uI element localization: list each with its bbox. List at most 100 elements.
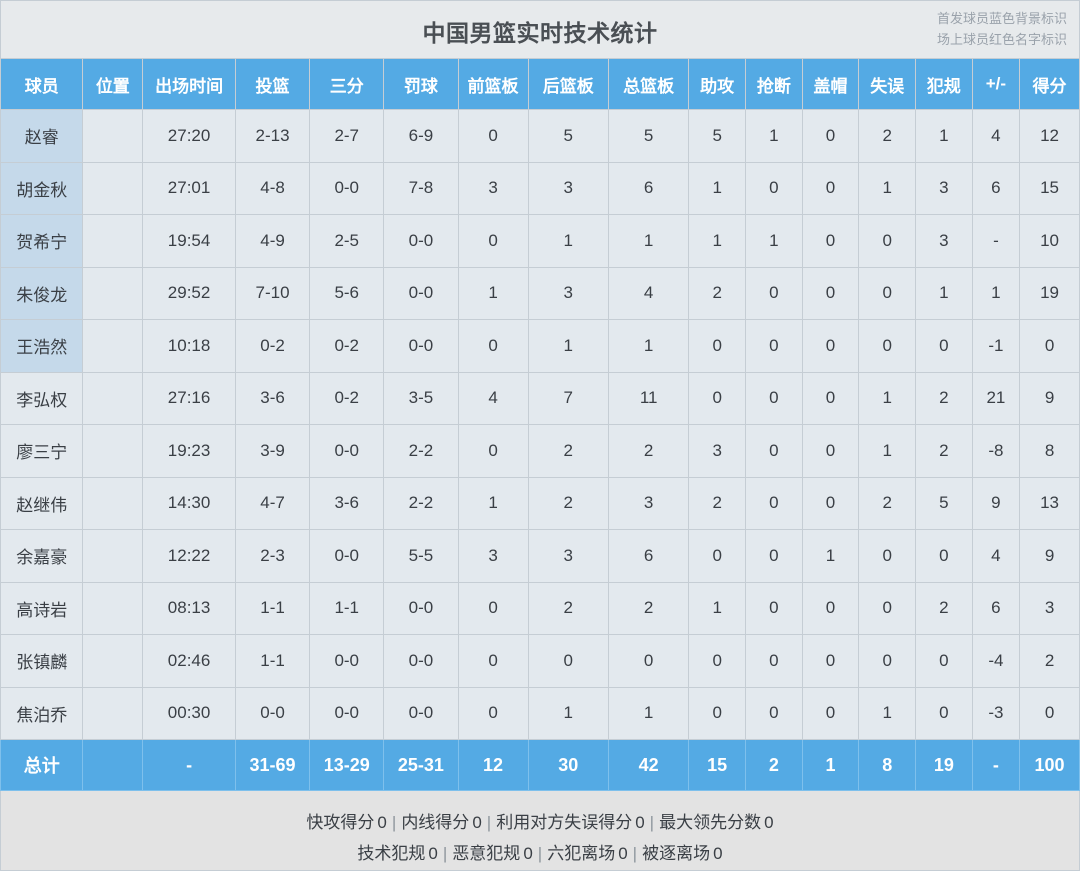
player-name-cell[interactable]: 焦泊乔 bbox=[0, 686, 84, 740]
cell-fg: 3-6 bbox=[234, 371, 311, 425]
cell-pos bbox=[82, 319, 144, 373]
cell-oreb: 0 bbox=[457, 581, 529, 635]
cell-ast: 0 bbox=[688, 529, 747, 583]
cell-stl: 0 bbox=[745, 529, 803, 583]
totals-cell-treb: 42 bbox=[607, 739, 690, 791]
title-bar: 中国男篮实时技术统计 首发球员蓝色背景标识 场上球员红色名字标识 bbox=[0, 0, 1080, 58]
legend-note: 首发球员蓝色背景标识 场上球员红色名字标识 bbox=[937, 8, 1067, 50]
column-header-ast[interactable]: 助攻 bbox=[688, 58, 747, 110]
totals-cell-stl: 2 bbox=[745, 739, 803, 791]
column-header-name[interactable]: 球员 bbox=[0, 58, 84, 110]
column-header-tov[interactable]: 失误 bbox=[858, 58, 917, 110]
cell-stl: 0 bbox=[745, 424, 803, 478]
table-row: 李弘权 27:16 3-6 0-2 3-5 4 7 11 0 0 0 1 2 21 9 bbox=[0, 371, 1080, 425]
player-name-cell[interactable]: 余嘉豪 bbox=[0, 529, 84, 583]
cell-fg: 1-1 bbox=[234, 634, 311, 688]
column-header-min[interactable]: 出场时间 bbox=[142, 58, 236, 110]
player-name-cell[interactable]: 王浩然 bbox=[0, 319, 84, 373]
column-header-dreb[interactable]: 后篮板 bbox=[527, 58, 609, 110]
footer-stat-value: 0 bbox=[618, 844, 628, 863]
footer-stat-label: 内线得分 bbox=[401, 813, 470, 832]
column-header-fg[interactable]: 投篮 bbox=[234, 58, 311, 110]
cell-stl: 0 bbox=[745, 686, 803, 740]
totals-cell-fg: 31-69 bbox=[234, 739, 311, 791]
player-name-cell[interactable]: 张镇麟 bbox=[0, 634, 84, 688]
column-header-treb[interactable]: 总篮板 bbox=[607, 58, 690, 110]
player-name-cell[interactable]: 廖三宁 bbox=[0, 424, 84, 478]
cell-tov: 0 bbox=[858, 266, 917, 320]
column-header-pf[interactable]: 犯规 bbox=[915, 58, 973, 110]
cell-pf: 0 bbox=[915, 319, 973, 373]
cell-blk: 0 bbox=[801, 634, 860, 688]
cell-stl: 1 bbox=[745, 109, 803, 163]
cell-tp: 0-2 bbox=[309, 371, 385, 425]
column-header-stl[interactable]: 抢断 bbox=[745, 58, 803, 110]
cell-treb: 1 bbox=[607, 319, 690, 373]
column-header-pts[interactable]: 得分 bbox=[1019, 58, 1080, 110]
cell-min: 10:18 bbox=[142, 319, 236, 373]
cell-treb: 6 bbox=[607, 529, 690, 583]
cell-tov: 1 bbox=[858, 424, 917, 478]
table-row: 余嘉豪 12:22 2-3 0-0 5-5 3 3 6 0 0 1 0 0 4 9 bbox=[0, 529, 1080, 583]
cell-dreb: 1 bbox=[527, 214, 609, 268]
cell-min: 08:13 bbox=[142, 581, 236, 635]
cell-tp: 0-0 bbox=[309, 424, 385, 478]
cell-min: 14:30 bbox=[142, 476, 236, 530]
totals-cell-pos bbox=[82, 739, 144, 791]
cell-fg: 2-13 bbox=[234, 109, 311, 163]
player-name-cell[interactable]: 赵睿 bbox=[0, 109, 84, 163]
column-header-tp[interactable]: 三分 bbox=[309, 58, 385, 110]
cell-blk: 0 bbox=[801, 686, 860, 740]
totals-cell-dreb: 30 bbox=[527, 739, 609, 791]
cell-pf: 1 bbox=[915, 266, 973, 320]
cell-tov: 2 bbox=[858, 476, 917, 530]
cell-pos bbox=[82, 109, 144, 163]
cell-stl: 0 bbox=[745, 634, 803, 688]
footer-line-team-scoring: 快攻得分 0 | 内线得分 0 | 利用对方失误得分 0 | 最大领先分数 0 bbox=[1, 807, 1079, 838]
player-name-cell[interactable]: 高诗岩 bbox=[0, 581, 84, 635]
column-header-plusmin[interactable]: +/- bbox=[971, 58, 1021, 110]
column-header-ft[interactable]: 罚球 bbox=[383, 58, 459, 110]
cell-plusmin: -1 bbox=[971, 319, 1021, 373]
totals-cell-ast: 15 bbox=[688, 739, 747, 791]
footer-stat-value: 0 bbox=[635, 813, 645, 832]
cell-pts: 2 bbox=[1019, 634, 1080, 688]
cell-pf: 0 bbox=[915, 686, 973, 740]
cell-oreb: 0 bbox=[457, 686, 529, 740]
column-header-blk[interactable]: 盖帽 bbox=[801, 58, 860, 110]
cell-dreb: 5 bbox=[527, 109, 609, 163]
footer-stat-value: 0 bbox=[764, 813, 774, 832]
cell-min: 27:01 bbox=[142, 161, 236, 215]
totals-cell-plusmin: - bbox=[971, 739, 1021, 791]
cell-min: 19:23 bbox=[142, 424, 236, 478]
cell-ast: 1 bbox=[688, 214, 747, 268]
column-header-pos[interactable]: 位置 bbox=[82, 58, 144, 110]
cell-tov: 0 bbox=[858, 214, 917, 268]
cell-tp: 0-0 bbox=[309, 161, 385, 215]
player-name-cell[interactable]: 朱俊龙 bbox=[0, 266, 84, 320]
table-row: 赵睿 27:20 2-13 2-7 6-9 0 5 5 5 1 0 2 1 4 12 bbox=[0, 109, 1080, 163]
player-name-cell[interactable]: 赵继伟 bbox=[0, 476, 84, 530]
cell-dreb: 1 bbox=[527, 319, 609, 373]
cell-pos bbox=[82, 161, 144, 215]
cell-pts: 13 bbox=[1019, 476, 1080, 530]
cell-tp: 3-6 bbox=[309, 476, 385, 530]
cell-ft: 0-0 bbox=[383, 319, 459, 373]
cell-pos bbox=[82, 476, 144, 530]
footer-stat-label: 快攻得分 bbox=[306, 813, 375, 832]
table-row: 高诗岩 08:13 1-1 1-1 0-0 0 2 2 1 0 0 0 2 6 3 bbox=[0, 581, 1080, 635]
cell-plusmin: 21 bbox=[971, 371, 1021, 425]
footer-stat-value: 0 bbox=[523, 844, 533, 863]
column-header-oreb[interactable]: 前篮板 bbox=[457, 58, 529, 110]
totals-row: 总计 -31-69 13-29 25-31 12 30 42 15 2 1 8 19-100 bbox=[0, 739, 1080, 791]
cell-blk: 0 bbox=[801, 319, 860, 373]
player-name-cell[interactable]: 胡金秋 bbox=[0, 161, 84, 215]
cell-ast: 0 bbox=[688, 319, 747, 373]
cell-pts: 8 bbox=[1019, 424, 1080, 478]
player-name-cell[interactable]: 贺希宁 bbox=[0, 214, 84, 268]
player-name-cell[interactable]: 李弘权 bbox=[0, 371, 84, 425]
cell-oreb: 0 bbox=[457, 319, 529, 373]
cell-pts: 0 bbox=[1019, 319, 1080, 373]
footer-separator: | bbox=[649, 813, 655, 832]
cell-treb: 6 bbox=[607, 161, 690, 215]
